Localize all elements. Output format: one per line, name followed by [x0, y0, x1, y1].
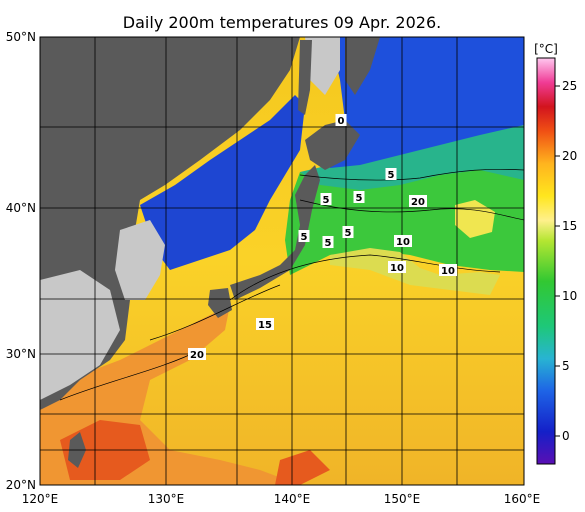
- contour-label: 10: [396, 237, 410, 248]
- lon-label-140: 140°E: [274, 492, 311, 506]
- contour-label: 5: [323, 195, 330, 206]
- colorbar-gradient: [536, 57, 556, 465]
- contour-label: 5: [345, 228, 352, 239]
- contour-label-bg: [256, 318, 274, 330]
- japan-honshu: [230, 165, 320, 300]
- contour-label-bg: [322, 236, 334, 248]
- contour-label-bg: [335, 114, 347, 126]
- map-title: Daily 200m temperatures 09 Apr. 2026.: [123, 13, 441, 32]
- korean-peninsula: [115, 220, 165, 300]
- contour-label-bg: [385, 168, 397, 180]
- lat-label-20: 20°N: [6, 478, 36, 492]
- colorbar-tick-label: 25: [562, 79, 577, 93]
- lon-label-120: 120°E: [22, 492, 59, 506]
- contour-label-bg: [388, 261, 406, 273]
- contour-label-bg: [439, 264, 457, 276]
- contour-label: 10: [441, 266, 455, 277]
- green-band: [285, 165, 524, 275]
- colorbar-tick-label: 20: [562, 149, 577, 163]
- contour-label: 5: [325, 238, 332, 249]
- colorbar-tick-label: 0: [562, 429, 570, 443]
- contour-label-bg: [298, 230, 310, 242]
- map-frame: [39, 36, 525, 486]
- kamchatka: [345, 37, 380, 95]
- contour-label-bg: [353, 191, 365, 203]
- sakhalin: [298, 40, 312, 115]
- lon-label-130: 130°E: [148, 492, 185, 506]
- colorbar: [°C] 25 20 15 10 5 0: [534, 42, 577, 465]
- contour-label-bg: [409, 195, 427, 207]
- lat-label-30: 30°N: [6, 347, 36, 361]
- contour-label-bg: [320, 193, 332, 205]
- contour-label: 5: [356, 193, 363, 204]
- okhotsk-shelf: [305, 37, 340, 95]
- contour-label-bg: [188, 348, 206, 360]
- contour-label: 10: [390, 263, 404, 274]
- kuroshio-front: [330, 248, 500, 295]
- contour-label: 5: [388, 170, 395, 181]
- contour-labels: 05555555101010152020: [188, 114, 457, 361]
- warm-eddy: [455, 200, 495, 238]
- hot-spot-east: [275, 450, 330, 485]
- colorbar-tick-label: 5: [562, 359, 570, 373]
- teal-band: [300, 125, 524, 190]
- contour-lines: [59, 168, 524, 401]
- contour-label-bg: [394, 235, 412, 247]
- contour-label: 20: [411, 197, 425, 208]
- colorbar-tick-label: 10: [562, 289, 577, 303]
- sea-of-japan: [140, 95, 305, 270]
- colorbar-unit: [°C]: [534, 42, 558, 56]
- contour-label: 20: [190, 350, 204, 361]
- contour-label: 0: [338, 116, 345, 127]
- lat-label-40: 40°N: [6, 201, 36, 215]
- contour-label: 5: [301, 232, 308, 243]
- map-area: [40, 37, 524, 485]
- lon-label-150: 150°E: [384, 492, 421, 506]
- lon-label-160: 160°E: [504, 492, 541, 506]
- china-shelf: [40, 270, 120, 400]
- contour-label-bg: [342, 226, 354, 238]
- contour-label: 15: [258, 320, 272, 331]
- kyushu: [208, 288, 232, 318]
- grid: [40, 37, 524, 485]
- colorbar-ticks: 25 20 15 10 5 0: [555, 79, 577, 443]
- lat-label-50: 50°N: [6, 30, 36, 44]
- colorbar-tick-label: 15: [562, 219, 577, 233]
- cold-northeast: [330, 37, 524, 168]
